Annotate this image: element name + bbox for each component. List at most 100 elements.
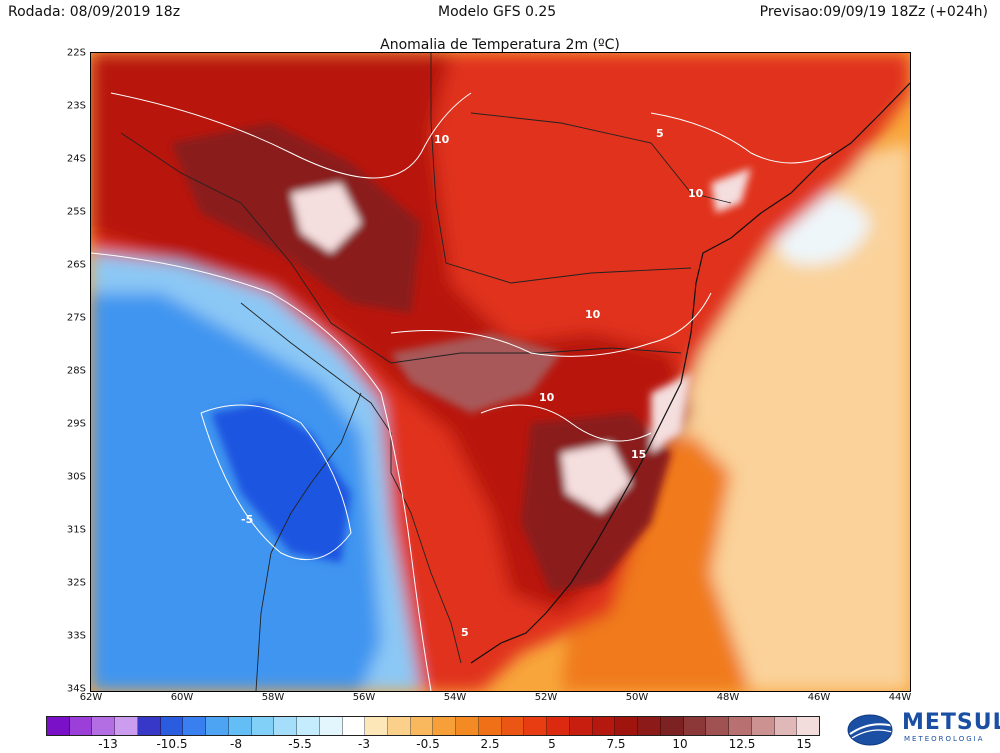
color-swatch	[774, 717, 798, 735]
color-swatch	[751, 717, 775, 735]
extreme-warm-area-west	[171, 123, 421, 313]
lon-label: 50W	[625, 692, 649, 703]
color-swatch	[137, 717, 161, 735]
color-swatch	[388, 717, 411, 735]
lat-label: 26S	[66, 259, 86, 271]
color-scale-label: 7.5	[606, 737, 626, 751]
lon-label: 58W	[261, 692, 285, 703]
color-swatch	[524, 717, 548, 735]
contour-label: 10	[688, 187, 704, 200]
color-swatch	[660, 717, 684, 735]
metsul-logo: METSUL METEOROLOGIA	[842, 708, 1000, 750]
state-border	[120, 132, 682, 364]
color-swatch	[410, 717, 434, 735]
lat-label: 30S	[66, 471, 86, 483]
lon-label: 44W	[888, 692, 912, 703]
color-scale-label: -8	[230, 737, 242, 751]
cold-land-area	[91, 293, 381, 691]
isotherm-contour	[110, 92, 472, 179]
isotherm-contour	[390, 292, 712, 357]
color-scale-label: 5	[548, 737, 556, 751]
color-swatch	[569, 717, 593, 735]
state-border	[430, 53, 692, 284]
max-warm-area-1	[291, 183, 361, 253]
color-swatch	[615, 717, 639, 735]
lon-label: 52W	[534, 692, 558, 703]
color-scale-label: -10.5	[156, 737, 188, 751]
color-swatch	[433, 717, 457, 735]
contour-label: 15	[631, 448, 646, 461]
lon-label: 48W	[716, 692, 740, 703]
lat-label: 34S	[66, 683, 86, 695]
isotherm-contour	[650, 112, 832, 164]
lat-label: 25S	[66, 206, 86, 218]
color-scale-label: -3	[358, 737, 370, 751]
color-swatch	[592, 717, 616, 735]
contour-label: 5	[461, 626, 469, 639]
color-scale-label: -0.5	[416, 737, 440, 751]
color-swatch	[206, 717, 229, 735]
color-swatch	[251, 717, 275, 735]
color-swatch	[160, 717, 184, 735]
lon-label: 46W	[807, 692, 831, 703]
run-time-label: Rodada: 08/09/2019 18z	[8, 4, 181, 20]
temperature-anomaly-map: 10 5 10 10 10 15 -5 5	[90, 52, 911, 692]
color-swatch	[729, 717, 752, 735]
lon-label: 56W	[352, 692, 376, 703]
lat-label: 28S	[66, 365, 86, 377]
color-scale-label: 10	[672, 737, 688, 751]
lon-label: 62W	[79, 692, 103, 703]
lat-label: 22S	[66, 47, 86, 59]
color-swatch	[478, 717, 502, 735]
lat-label: 32S	[66, 577, 86, 589]
color-swatch	[115, 717, 138, 735]
color-swatch	[683, 717, 707, 735]
color-scale-label: 2.5	[480, 737, 500, 751]
color-swatch	[69, 717, 93, 735]
logo-tagline: METEOROLOGIA	[904, 735, 985, 743]
contour-label: -5	[241, 513, 253, 526]
color-swatch	[501, 717, 525, 735]
lon-label: 54W	[443, 692, 467, 703]
color-swatch	[547, 717, 570, 735]
color-swatch	[228, 717, 252, 735]
contour-label: 10	[539, 391, 555, 404]
lat-label: 33S	[66, 630, 86, 642]
contour-label: 10	[585, 308, 601, 321]
isotherm-contour	[91, 252, 432, 691]
contour-label: 10	[434, 133, 450, 146]
color-swatch	[274, 717, 298, 735]
map-canvas: 10 5 10 10 10 15 -5 5	[91, 53, 910, 691]
color-scale-label: -5.5	[288, 737, 312, 751]
lat-label: 29S	[66, 418, 86, 430]
color-scale-label: -13	[98, 737, 118, 751]
state-border	[470, 112, 732, 204]
contour-label: 5	[656, 127, 664, 140]
color-scale-bar	[46, 716, 820, 736]
logo-name: METSUL	[902, 710, 1000, 735]
color-scale-label: 15	[796, 737, 812, 751]
color-swatch	[638, 717, 661, 735]
isotherm-contour	[480, 404, 652, 442]
country-border	[255, 392, 362, 691]
forecast-time-label: Previsao:09/09/19 18Zz (+024h)	[759, 4, 988, 20]
map-title: Anomalia de Temperatura 2m (ºC)	[380, 37, 620, 53]
lat-label: 24S	[66, 153, 86, 165]
color-scale-label: 12.5	[728, 737, 756, 751]
coastline	[470, 82, 910, 664]
color-swatch	[183, 717, 207, 735]
color-swatch	[456, 717, 479, 735]
max-warm-area-4	[711, 168, 751, 213]
color-swatch	[365, 717, 389, 735]
isotherm-contour	[200, 404, 352, 561]
model-label: Modelo GFS 0.25	[438, 4, 557, 20]
lon-label: 60W	[170, 692, 194, 703]
color-swatch	[797, 717, 819, 735]
color-swatch	[342, 717, 366, 735]
max-warm-area-2	[561, 443, 631, 513]
color-swatch	[706, 717, 730, 735]
color-swatch	[92, 717, 116, 735]
lat-label: 23S	[66, 100, 86, 112]
color-swatch	[47, 717, 70, 735]
color-swatch	[297, 717, 320, 735]
